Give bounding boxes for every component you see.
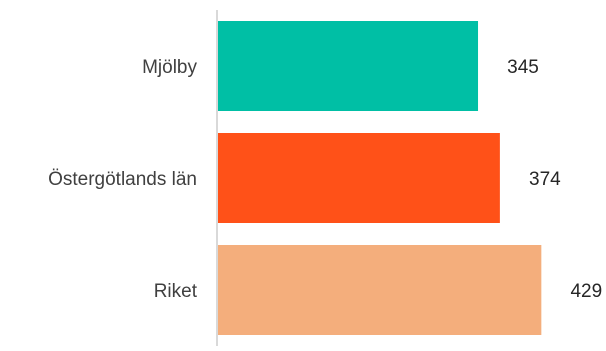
- value-label-mjolby: 345: [507, 57, 539, 78]
- category-labels: Mjölby Östergötlands län Riket: [48, 57, 198, 302]
- bar-riket: [218, 245, 542, 335]
- bar-ostergotlands-lan: [218, 133, 500, 223]
- value-label-ostergotlands-lan: 374: [529, 169, 561, 190]
- category-label-riket: Riket: [154, 281, 198, 302]
- category-label-ostergotlands-lan: Östergötlands län: [48, 169, 197, 190]
- bar-mjolby: [218, 21, 479, 111]
- value-label-riket: 429: [570, 281, 602, 302]
- bars-group: [218, 21, 542, 335]
- category-label-mjolby: Mjölby: [142, 57, 197, 78]
- value-labels: 345 374 429: [507, 57, 602, 302]
